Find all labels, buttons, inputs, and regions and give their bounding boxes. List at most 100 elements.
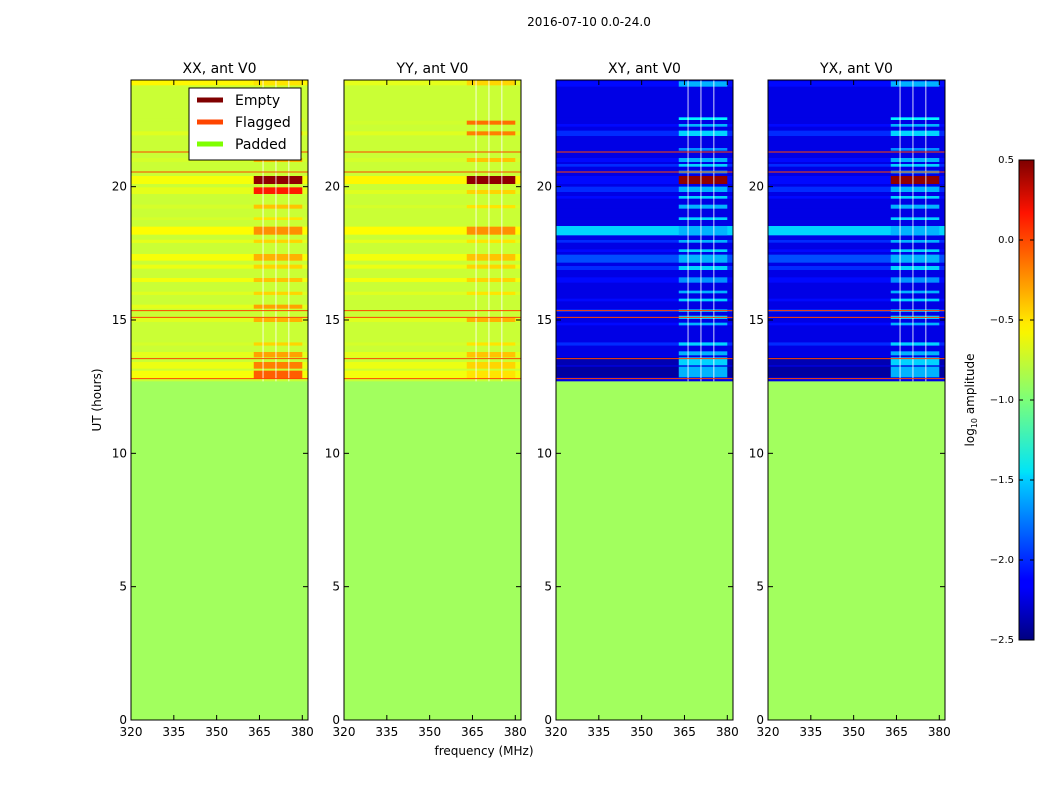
- data-row: [344, 318, 521, 322]
- panel-title: YX, ant V0: [819, 61, 893, 77]
- colorbar-tick-label: 0.5: [998, 155, 1014, 166]
- data-row: [768, 196, 945, 199]
- band-cell: [466, 131, 516, 136]
- legend-label: Flagged: [235, 115, 291, 131]
- x-tick-label: 380: [716, 725, 739, 739]
- band-cell: [253, 187, 303, 194]
- y-tick-label: 10: [325, 446, 340, 460]
- data-row: [768, 217, 945, 220]
- data-row: [344, 226, 521, 235]
- data-row: [131, 226, 308, 235]
- y-tick-label: 0: [119, 713, 127, 727]
- data-row: [131, 187, 308, 194]
- band-cell: [253, 304, 303, 309]
- y-tick-label: 20: [112, 180, 127, 194]
- y-tick-label: 20: [537, 180, 552, 194]
- data-row: [768, 298, 945, 302]
- x-tick-label: 320: [333, 725, 356, 739]
- data-row: [344, 205, 521, 209]
- subband-gap: [713, 80, 715, 382]
- band-cell: [253, 239, 303, 243]
- data-row: [768, 254, 945, 263]
- x-tick-label: 365: [673, 725, 696, 739]
- data-row: [768, 81, 945, 87]
- band-cell: [253, 80, 303, 86]
- data-row: [768, 240, 945, 243]
- data-row: [344, 278, 521, 282]
- subband-gap: [925, 80, 927, 382]
- data-row: [131, 239, 308, 243]
- band-cell: [678, 226, 728, 236]
- data-row: [131, 254, 308, 261]
- band-cell: [678, 277, 728, 283]
- data-row: [344, 190, 521, 194]
- data-row: [556, 81, 733, 87]
- x-tick-label: 335: [162, 725, 185, 739]
- band-cell: [890, 158, 940, 162]
- band-cell: [678, 357, 728, 366]
- data-row: [344, 80, 521, 86]
- data-row: [556, 351, 733, 356]
- band-cell: [678, 290, 728, 294]
- x-tick-label: 320: [120, 725, 143, 739]
- colorbar-tick-label: −0.5: [990, 315, 1014, 326]
- band-cell: [890, 240, 940, 243]
- data-row: [556, 290, 733, 294]
- y-axis-label: UT (hours): [90, 368, 104, 431]
- y-tick-label: 10: [537, 446, 552, 460]
- data-row: [768, 176, 945, 184]
- band-cell: [890, 290, 940, 294]
- data-row: [768, 290, 945, 294]
- x-tick-label: 335: [799, 725, 822, 739]
- band-cell: [466, 254, 516, 261]
- data-row: [768, 226, 945, 236]
- data-row: [768, 186, 945, 192]
- band-cell: [253, 342, 303, 346]
- band-cell: [890, 322, 940, 326]
- panel-title: XX, ant V0: [183, 61, 257, 77]
- panel-1: XX, ant V0 320 335 350 365 380 0 5 10 15 20 Empty Fl…: [112, 61, 314, 739]
- band-cell: [466, 205, 516, 209]
- data-row: [556, 130, 733, 136]
- data-row: [556, 204, 733, 209]
- x-tick-label: 365: [885, 725, 908, 739]
- band-cell: [890, 266, 940, 270]
- data-row: [131, 352, 308, 358]
- data-row: [131, 217, 308, 220]
- band-cell: [678, 130, 728, 136]
- x-tick-label: 335: [375, 725, 398, 739]
- data-row: [344, 352, 521, 358]
- band-cell: [466, 291, 516, 295]
- band-cell: [678, 164, 728, 167]
- band-cell: [890, 124, 940, 127]
- data-row: [344, 342, 521, 346]
- band-cell: [890, 186, 940, 192]
- band-cell: [678, 204, 728, 209]
- band-cell: [678, 196, 728, 199]
- y-tick-label: 15: [112, 313, 127, 327]
- band-cell: [890, 196, 940, 199]
- data-row: [768, 357, 945, 366]
- data-row: [131, 176, 308, 184]
- colorbar-label: log10 amplitude: [963, 354, 979, 447]
- data-row: [344, 264, 521, 269]
- data-row: [768, 249, 945, 252]
- band-cell: [253, 352, 303, 358]
- x-tick-label: 350: [418, 725, 441, 739]
- band-cell: [678, 254, 728, 263]
- band-cell: [466, 370, 516, 379]
- colorbar-ticks: 0.5 0.0 −0.5 −1.0 −1.5 −2.0 −2.5: [990, 155, 1034, 646]
- band-cell: [253, 204, 303, 209]
- band-cell: [253, 278, 303, 282]
- band-cell: [678, 366, 728, 378]
- data-row: [556, 226, 733, 236]
- data-row: [556, 357, 733, 366]
- band-cell: [253, 217, 303, 220]
- band-cell: [466, 362, 516, 369]
- x-tick-label: 365: [248, 725, 271, 739]
- band-cell: [253, 254, 303, 261]
- data-row: [556, 240, 733, 243]
- data-row: [131, 318, 308, 322]
- band-cell: [466, 239, 516, 243]
- band-cell: [890, 130, 940, 136]
